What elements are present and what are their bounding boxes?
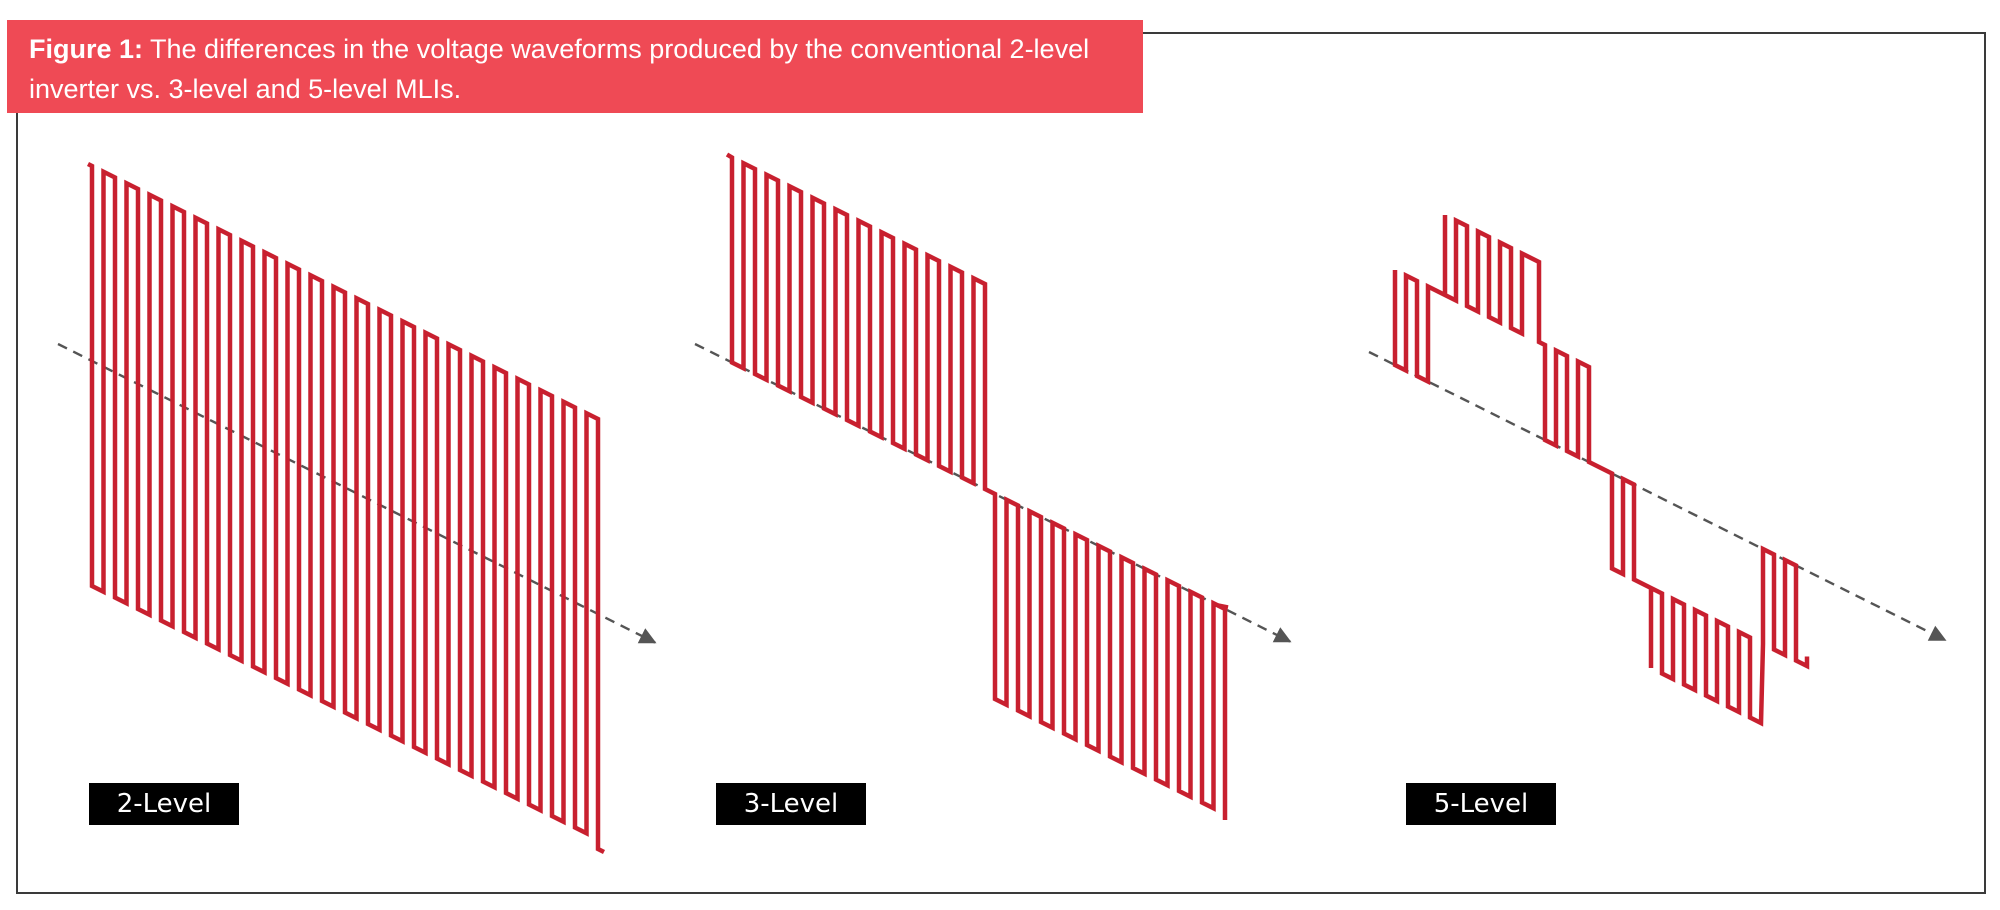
panel-2-level [57,161,657,855]
figure-caption: Figure 1: The differences in the voltage… [7,20,1143,113]
voltage-waveform-tail [1217,603,1229,610]
time-axis-arrow [57,342,657,644]
voltage-waveform [725,152,1228,820]
caption-text: The differences in the voltage waveforms… [29,34,1090,104]
voltage-waveform [1392,215,1810,727]
panel-5-level [1368,215,1947,727]
voltage-waveform [86,161,606,855]
panel-3-level [694,152,1292,820]
label-5-level: 5-Level [1406,783,1556,825]
label-3-level: 3-Level [716,783,866,825]
label-2-level: 2-Level [89,783,239,825]
caption-label: Figure 1: [29,34,144,64]
time-axis-arrow [1368,350,1947,642]
